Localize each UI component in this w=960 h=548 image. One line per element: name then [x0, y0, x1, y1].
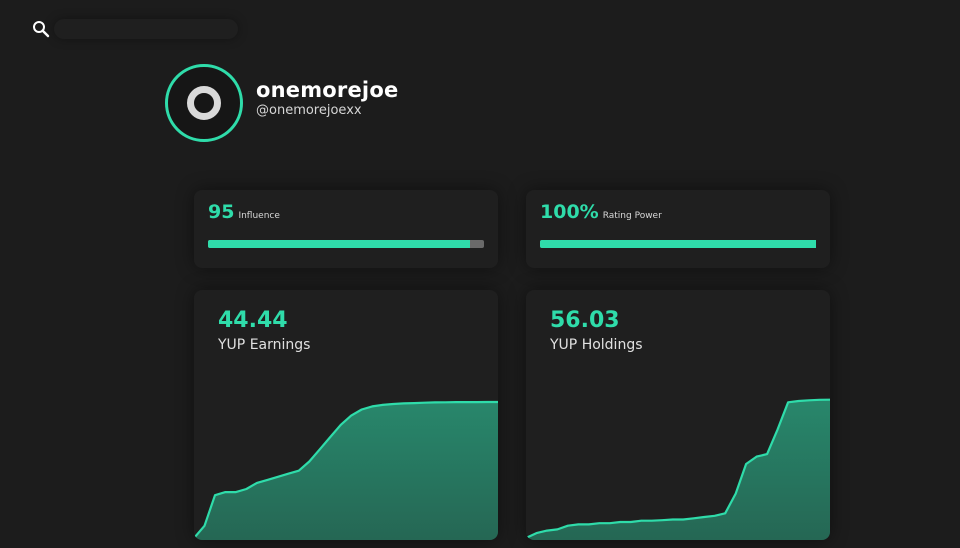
- influence-progress-fill: [208, 240, 471, 248]
- earnings-card[interactable]: 44.44 YUP Earnings: [194, 290, 498, 540]
- earnings-value: 44.44: [218, 308, 288, 333]
- search-icon[interactable]: [32, 20, 50, 38]
- rating-power-progress-fill: [540, 240, 816, 248]
- holdings-card[interactable]: 56.03 YUP Holdings: [526, 290, 830, 540]
- influence-progress-bar: [208, 240, 484, 248]
- rating-power-label: Rating Power: [602, 211, 662, 221]
- influence-value: 95: [208, 201, 235, 223]
- search-input[interactable]: [54, 19, 238, 39]
- ring-logo-icon: [187, 86, 221, 120]
- earnings-label: YUP Earnings: [218, 337, 311, 353]
- influence-label: Influence: [238, 211, 280, 221]
- rating-power-stat: 100% Rating Power: [540, 201, 662, 223]
- holdings-chart: [526, 398, 830, 540]
- earnings-chart: [194, 400, 498, 540]
- chart-series-line: [194, 400, 498, 539]
- rating-power-card: 100% Rating Power: [526, 190, 830, 268]
- holdings-label: YUP Holdings: [550, 337, 643, 353]
- influence-stat: 95 Influence: [208, 201, 280, 223]
- chart-area-fill: [526, 399, 830, 540]
- search-bar: [30, 17, 240, 41]
- chart-area-fill: [194, 402, 498, 540]
- avatar[interactable]: [165, 64, 243, 142]
- profile-handle: @onemorejoexx: [256, 103, 362, 118]
- rating-power-value: 100%: [540, 201, 599, 223]
- profile-username: onemorejoe: [256, 78, 399, 102]
- chart-series-line: [526, 398, 830, 539]
- influence-card: 95 Influence: [194, 190, 498, 268]
- rating-power-progress-bar: [540, 240, 816, 248]
- holdings-value: 56.03: [550, 308, 620, 333]
